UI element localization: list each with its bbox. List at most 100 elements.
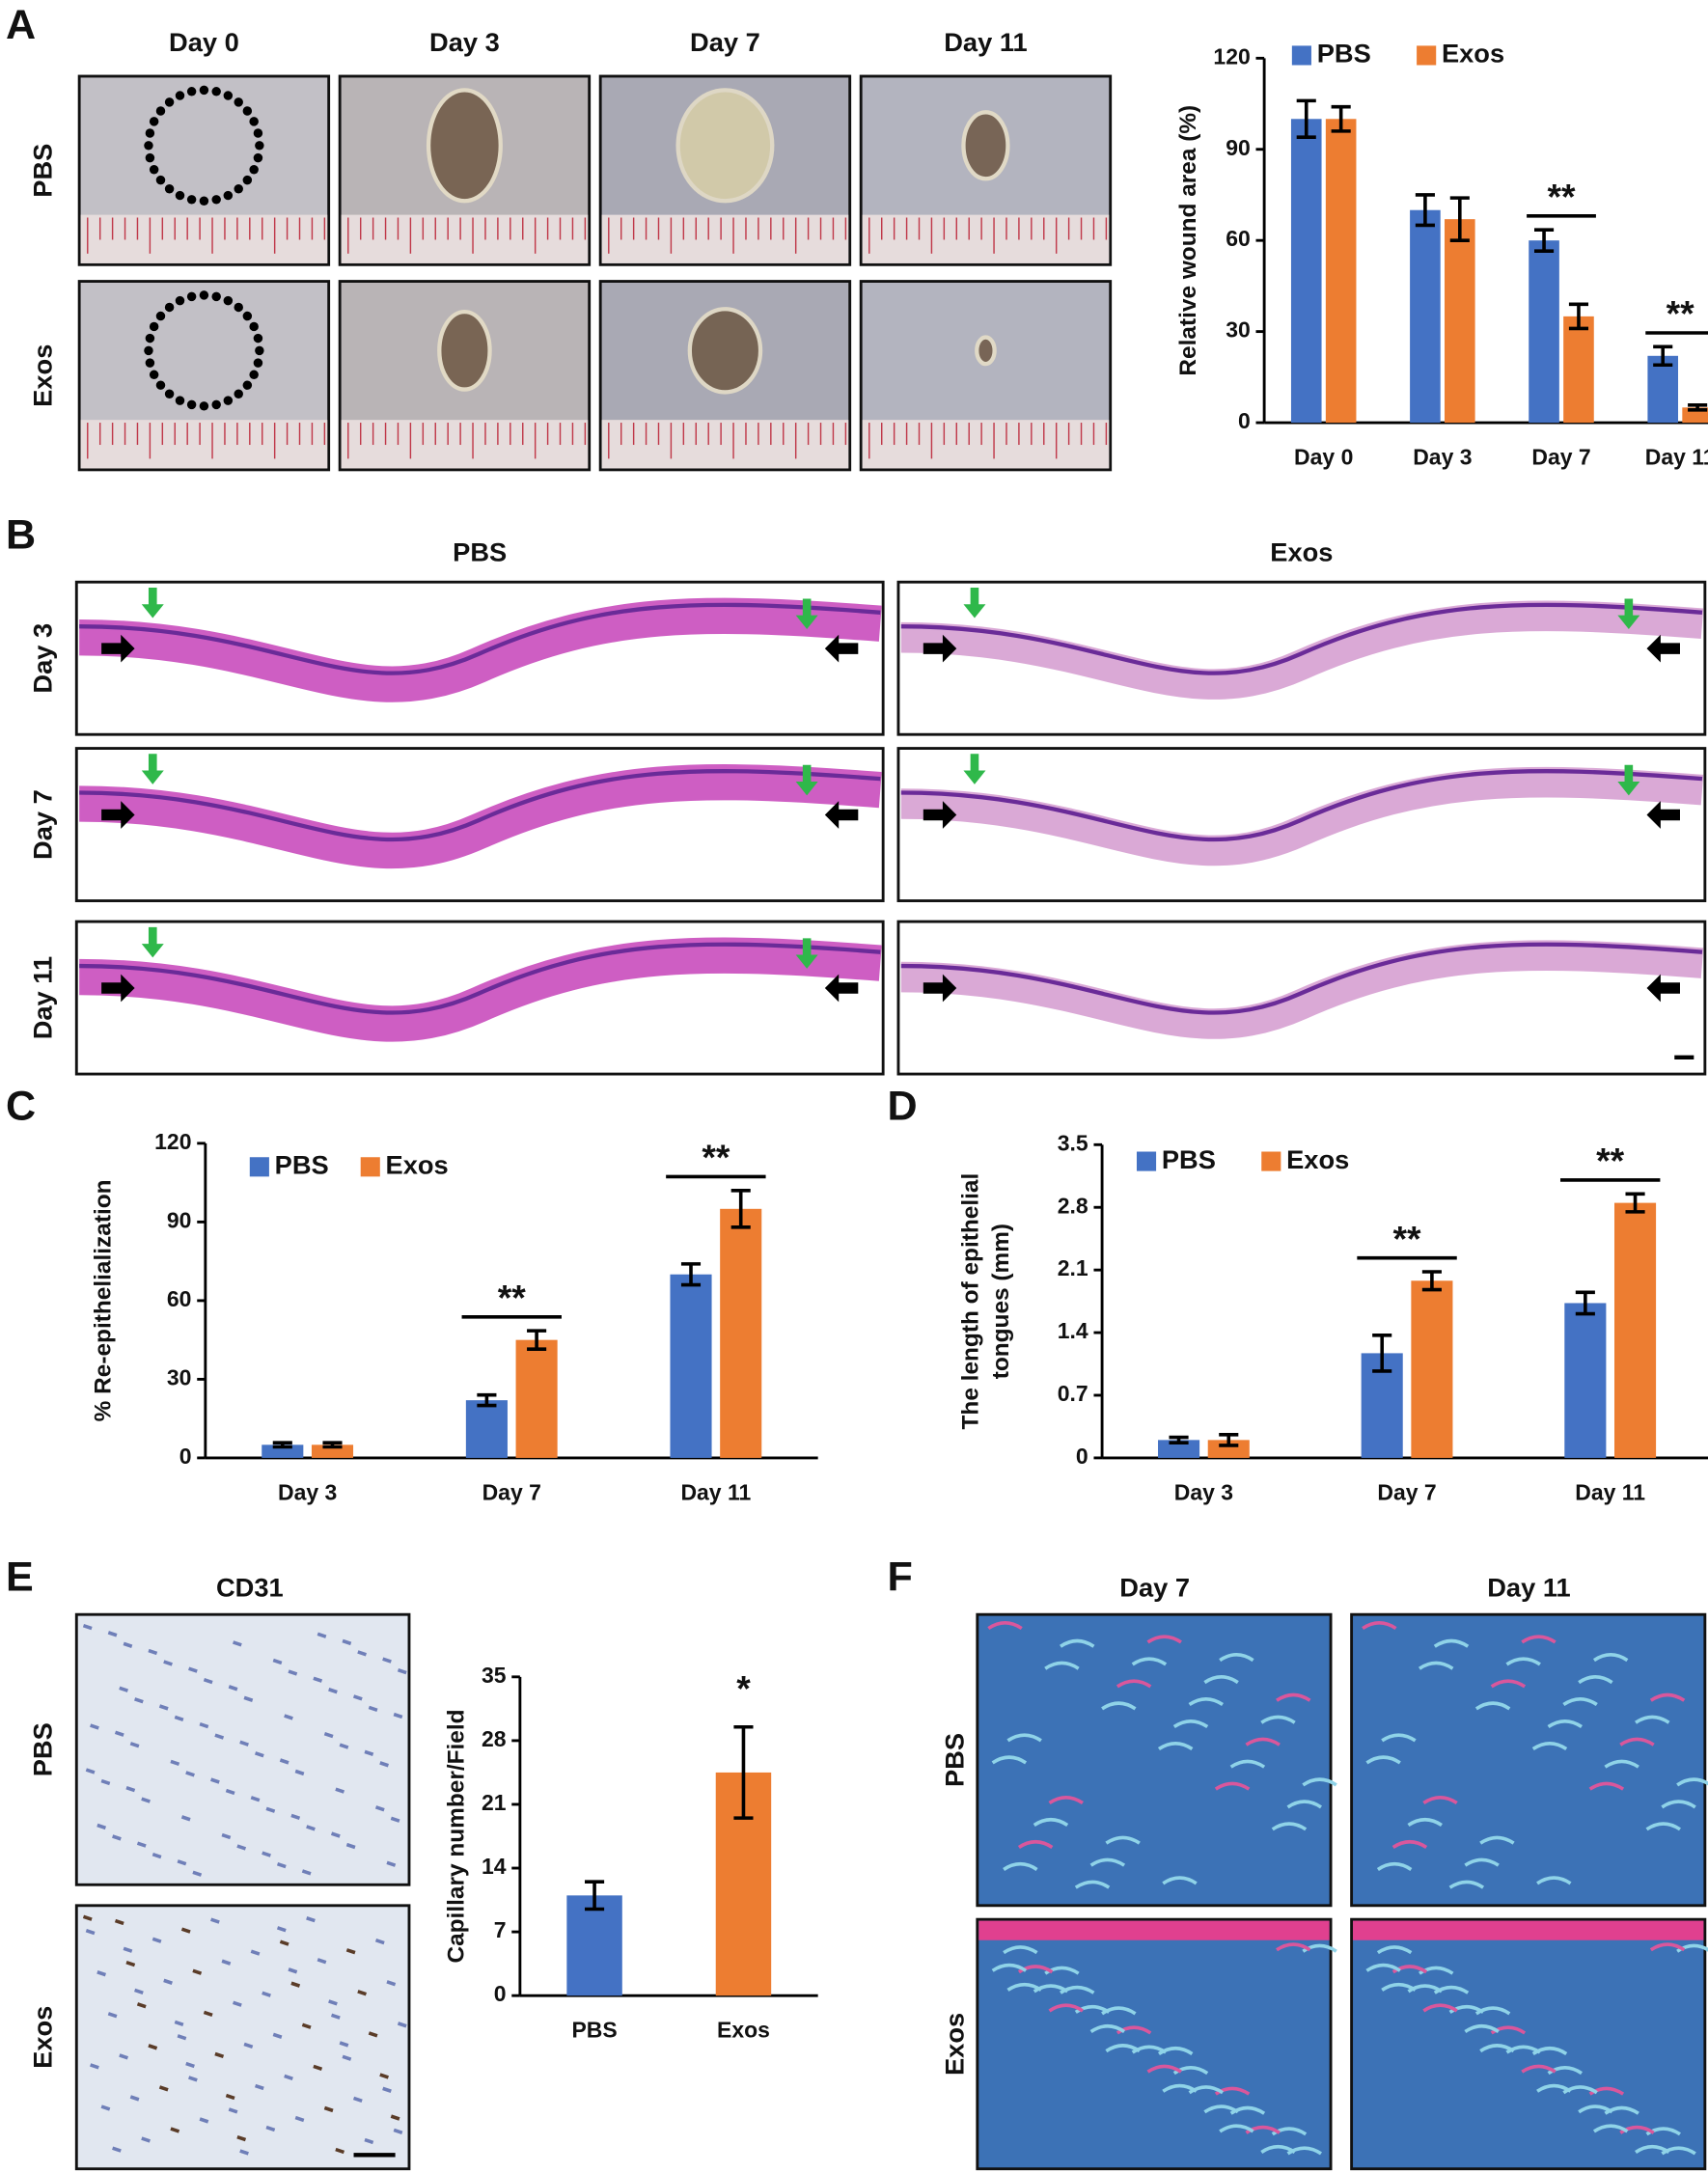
arrow [795, 938, 818, 969]
wound [426, 88, 503, 204]
nucleus [339, 2041, 349, 2048]
wound-outline-dot [242, 106, 253, 116]
nucleus [90, 2063, 99, 2070]
wound-outline-dot [242, 175, 253, 185]
fiber [1464, 2023, 1500, 2034]
nucleus [233, 1640, 242, 1647]
panel-title: CD31 [216, 1573, 284, 1603]
nucleus [129, 1742, 140, 1748]
row-label: PBS [27, 1722, 57, 1776]
wound-outline-dot [149, 164, 159, 175]
wound-outline-dot [253, 128, 263, 138]
wound-outline-dot [164, 389, 175, 399]
y-tick-label: 28 [482, 1726, 507, 1751]
nucleus [279, 1758, 289, 1765]
bar [1564, 1303, 1607, 1458]
nucleus [225, 1788, 235, 1796]
nucleus [284, 2074, 293, 2081]
tissue [900, 600, 1704, 700]
y-tick-label: 60 [167, 1286, 192, 1311]
fiber [1422, 2003, 1458, 2013]
nucleus [393, 2128, 403, 2135]
legend-label: PBS [275, 1150, 329, 1180]
fiber [1649, 1692, 1686, 1702]
wound-outline-dot [249, 164, 259, 175]
wound [675, 88, 775, 204]
fiber [1635, 2144, 1670, 2154]
fiber [1146, 1635, 1182, 1644]
arrow [1646, 974, 1680, 1003]
nucleus [364, 1749, 374, 1756]
fiber [1157, 1741, 1194, 1751]
wound-outline-dot [249, 321, 259, 332]
y-axis-label: The length of epithelial [958, 1173, 984, 1430]
nucleus [134, 1697, 144, 1704]
nucleus [352, 2096, 363, 2104]
fiber [1588, 1781, 1625, 1791]
panel-letter: D [887, 1083, 917, 1129]
tissue [79, 597, 882, 702]
nucleus [352, 1694, 363, 1701]
fiber [1101, 2006, 1137, 2016]
fiber [987, 1621, 1023, 1631]
tissue [79, 937, 882, 1042]
fiber [1229, 1759, 1266, 1769]
collagen-band [1353, 1920, 1704, 1940]
nucleus [221, 1832, 232, 1840]
nucleus [342, 1638, 352, 1646]
nucleus [397, 2022, 407, 2028]
y-tick-label: 90 [1226, 135, 1251, 160]
bar [1563, 316, 1594, 424]
nucleus [163, 1660, 173, 1666]
nucleus [239, 1740, 249, 1747]
nucleus [262, 1991, 271, 1997]
wound-outline-dot [186, 195, 197, 205]
nucleus [199, 1721, 209, 1729]
legend-swatch [249, 1157, 269, 1177]
y-tick-label: 14 [482, 1854, 507, 1879]
nucleus [185, 1771, 195, 1777]
tissue [79, 763, 882, 869]
annotation: ** [498, 1277, 527, 1317]
nucleus [294, 2115, 305, 2123]
nucleus [357, 1650, 368, 1657]
nucleus [96, 1970, 107, 1977]
wound-outline-dot [253, 152, 263, 163]
fiber [1172, 1719, 1209, 1729]
fiber [1260, 1715, 1296, 1724]
nucleus [262, 1851, 271, 1857]
legend-swatch [1291, 45, 1311, 66]
error-bar [1653, 344, 1673, 368]
ruler [601, 214, 849, 263]
wound-outline-dot [155, 106, 166, 116]
annotation: ** [1596, 1141, 1625, 1181]
nucleus [107, 1631, 118, 1637]
fiber [1505, 1657, 1541, 1666]
fiber [1116, 2025, 1152, 2035]
panel-letter: B [6, 512, 36, 559]
x-tick-label: Exos [717, 2018, 770, 2043]
y-axis-label: % Re-epithelialization [90, 1179, 116, 1421]
y-tick-label: 2.8 [1058, 1193, 1088, 1218]
fiber [1521, 1635, 1556, 1644]
fiber [1044, 1966, 1080, 1975]
error-bar [733, 1724, 754, 1820]
wound-outline-dot [149, 370, 159, 380]
collagen-band [978, 1920, 1330, 1940]
wound-outline-dot [223, 295, 234, 306]
row-label: Exos [939, 2013, 969, 2076]
nucleus [279, 1939, 289, 1946]
fiber [1003, 1861, 1038, 1871]
nucleus [141, 2136, 151, 2143]
nucleus [335, 1787, 345, 1794]
fiber [1448, 1880, 1485, 1889]
wound [961, 110, 1010, 181]
fiber [1219, 2124, 1254, 2133]
fiber [1490, 2025, 1527, 2035]
wound-outline-dot [149, 117, 159, 126]
legend-label: PBS [1162, 1144, 1216, 1174]
nucleus [90, 1723, 99, 1730]
legend-swatch [1417, 45, 1437, 66]
nucleus [265, 2125, 276, 2132]
